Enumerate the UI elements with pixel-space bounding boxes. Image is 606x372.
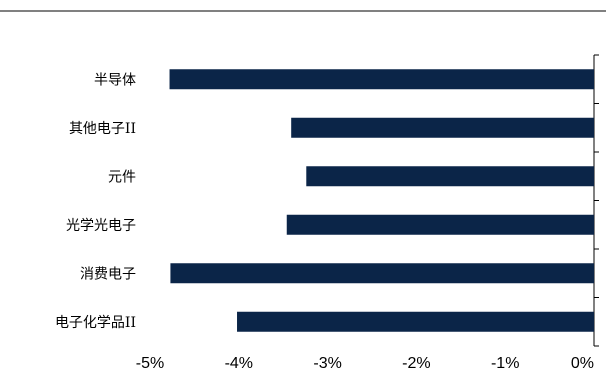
- category-ticks: [594, 54, 599, 347]
- x-tick-label: -1%: [491, 355, 519, 372]
- x-tick-label: 0%: [571, 355, 594, 372]
- x-tick-label: -4%: [225, 355, 253, 372]
- bar: [286, 214, 594, 235]
- category-label: 电子化学品II: [55, 315, 136, 331]
- bar: [306, 166, 594, 187]
- bar: [170, 263, 594, 284]
- bars-group: [169, 69, 595, 332]
- x-tick-label: -5%: [136, 355, 164, 372]
- x-tick-label: -3%: [313, 355, 341, 372]
- x-tick-labels: -5% -4% -3% -2% -1% 0%: [136, 355, 594, 372]
- bar: [237, 311, 595, 332]
- category-label: 其他电子II: [69, 121, 136, 137]
- category-label: 半导体: [94, 72, 136, 88]
- category-label: 元件: [108, 169, 136, 185]
- bar: [291, 117, 594, 138]
- bar: [169, 69, 594, 90]
- category-label: 消费电子: [80, 266, 136, 282]
- category-label: 光学光电子: [66, 218, 136, 234]
- x-tick-label: -2%: [402, 355, 430, 372]
